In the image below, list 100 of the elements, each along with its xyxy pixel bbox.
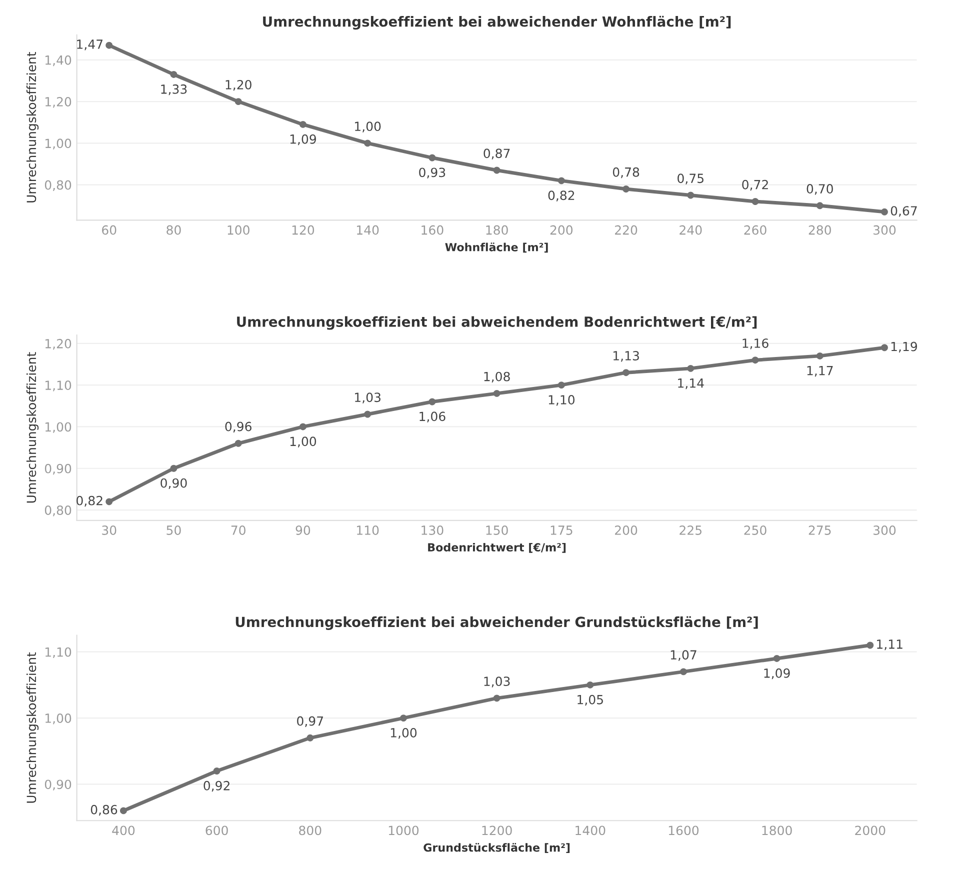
point	[299, 120, 306, 128]
point	[680, 668, 687, 676]
data-label: 0,78	[612, 167, 640, 178]
data-label: 1,09	[764, 668, 790, 680]
y-tick-label: 1,00	[45, 714, 72, 724]
point	[752, 356, 759, 364]
point	[687, 364, 694, 372]
data-label: 1,47	[77, 40, 102, 50]
data-label: 0,82	[76, 496, 102, 507]
x-tick-label: 140	[357, 225, 379, 235]
point	[234, 98, 242, 106]
data-label: 0,93	[419, 168, 446, 178]
data-label: 0,70	[806, 184, 833, 195]
data-label: 1,16	[742, 338, 768, 350]
x-axis-title: Bodenrichtwert [€/m²]	[428, 542, 566, 553]
x-tick-label: 1000	[388, 826, 419, 836]
x-tick-label: 600	[206, 826, 228, 836]
data-label: 0,92	[204, 780, 230, 792]
x-tick-label: 400	[112, 826, 135, 836]
y-tick-label: 1,20	[45, 97, 72, 108]
point	[493, 390, 500, 397]
data-label: 1,14	[678, 378, 704, 390]
x-tick-label: 250	[744, 526, 766, 535]
data-label: 1,08	[484, 372, 510, 383]
point	[622, 369, 630, 376]
chart-title: Umrechnungskoeffizient bei abweichender Wohnfläche [m²]	[263, 16, 731, 30]
y-axis-title: Umrechnungskoeffizient	[26, 352, 39, 503]
data-label: 1,17	[807, 366, 833, 377]
point	[558, 177, 565, 184]
x-tick-label: 220	[615, 225, 638, 235]
x-tick-label: 180	[486, 225, 508, 235]
y-tick-label: 0,90	[44, 464, 72, 475]
x-tick-label: 150	[486, 526, 508, 535]
data-label: 1,33	[161, 84, 187, 96]
data-label: 1,13	[613, 350, 639, 362]
y-axis-title: Umrechnungskoeffizient	[26, 52, 39, 202]
x-tick-label: 30	[102, 526, 116, 535]
point	[364, 140, 372, 147]
x-tick-label: 200	[550, 225, 573, 235]
x-tick-label: 80	[166, 225, 181, 235]
x-tick-label: 50	[166, 526, 181, 535]
point	[299, 423, 306, 430]
point	[213, 768, 220, 774]
data-label: 1,20	[226, 80, 252, 91]
point	[364, 410, 372, 418]
x-tick-label: 200	[615, 526, 638, 535]
point	[773, 655, 780, 662]
y-tick-label: 1,10	[45, 380, 72, 392]
data-label: 0,90	[160, 478, 187, 490]
point	[493, 166, 500, 174]
point	[558, 382, 565, 389]
x-tick-label: 1400	[576, 826, 606, 836]
data-label: 1,03	[355, 392, 380, 404]
point	[170, 71, 178, 78]
data-label: 0,82	[548, 190, 574, 202]
chart-title: Umrechnungskoeffizient bei abweichendem Bodenrichtwert [€/m²]	[237, 316, 757, 330]
x-tick-label: 175	[550, 526, 572, 535]
x-tick-label: 300	[874, 225, 896, 235]
x-tick-label: 60	[102, 225, 116, 235]
x-tick-label: 225	[680, 526, 702, 535]
data-label: 0,96	[225, 422, 252, 433]
data-label: 0,67	[890, 206, 917, 217]
x-axis-title: Wohnfläche [m²]	[445, 242, 548, 253]
y-tick-label: 0,80	[44, 180, 72, 192]
x-tick-label: 90	[296, 526, 310, 535]
y-tick-label: 1,20	[45, 338, 72, 350]
data-label: 0,72	[742, 180, 768, 191]
data-label: 1,00	[390, 728, 417, 739]
point	[106, 42, 113, 49]
point	[428, 154, 436, 162]
data-label: 1,09	[290, 134, 316, 146]
point	[234, 440, 242, 447]
data-label: 1,10	[548, 395, 574, 406]
point	[881, 208, 888, 216]
x-tick-label: 800	[299, 826, 322, 836]
point	[428, 398, 436, 406]
y-tick-label: 1,40	[45, 55, 72, 66]
x-tick-label: 280	[808, 225, 831, 235]
x-tick-label: 2000	[855, 826, 886, 836]
y-axis-title: Umrechnungskoeffizient	[26, 652, 39, 803]
data-label: 0,97	[297, 716, 323, 728]
point	[687, 192, 694, 199]
x-tick-label: 130	[422, 526, 444, 535]
point	[816, 352, 824, 360]
y-tick-label: 1,00	[45, 138, 72, 150]
x-tick-label: 1800	[762, 826, 792, 836]
point	[622, 186, 630, 192]
x-tick-label: 260	[744, 225, 766, 235]
x-tick-label: 1200	[482, 826, 512, 836]
point	[866, 642, 874, 649]
x-tick-label: 100	[228, 225, 250, 235]
x-tick-label: 110	[357, 526, 379, 535]
data-label: 0,87	[484, 148, 510, 160]
data-label: 1,00	[290, 436, 316, 448]
y-tick-label: 1,10	[45, 647, 72, 658]
point	[493, 694, 500, 702]
data-label: 1,03	[484, 676, 510, 688]
point	[306, 734, 314, 742]
x-tick-label: 160	[422, 225, 444, 235]
data-label: 0,75	[678, 174, 704, 184]
